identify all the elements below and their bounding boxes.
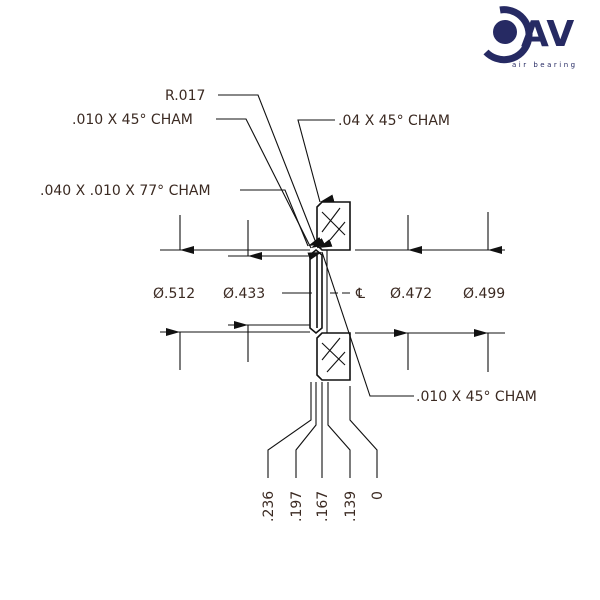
dim-diameter-433: Ø.433 — [223, 286, 265, 302]
callout-cham-bottom: .010 X 45° CHAM — [416, 389, 537, 405]
callout-cham-top-left: .010 X 45° CHAM — [72, 112, 193, 128]
axial-dim-labels: .236 .197 .167 .139 0 — [261, 491, 386, 522]
callout-cham-top-right: .04 X 45° CHAM — [338, 113, 450, 129]
leader-radius — [218, 94, 333, 249]
callout-cham-77: .040 X .010 X 77° CHAM — [40, 183, 211, 199]
axial-dim-0: 0 — [370, 491, 386, 500]
bottom-ring-section — [316, 332, 351, 381]
leader-cham-top-right — [297, 119, 335, 203]
logo-subtitle: air bearing — [512, 61, 578, 69]
part-section — [309, 201, 351, 381]
axial-dim-167: .167 — [315, 491, 331, 522]
company-logo: AV air bearing — [483, 6, 578, 69]
dim-diameter-512: Ø.512 — [153, 286, 195, 302]
leader-cham-bottom — [307, 251, 414, 397]
bore-section — [309, 248, 323, 335]
dim-diameter-499: Ø.499 — [463, 286, 505, 302]
top-hatch — [321, 207, 346, 241]
leader-cham-top-left — [216, 118, 326, 249]
diameter-dims-left — [160, 215, 312, 370]
logo-dot — [493, 20, 517, 44]
callout-radius: R.017 — [165, 88, 205, 104]
logo-text: AV — [521, 14, 574, 55]
centerline-symbol: ℄ — [355, 286, 365, 302]
top-ring-section — [316, 201, 351, 251]
axial-extension-lines — [267, 382, 378, 478]
dim-diameter-472: Ø.472 — [390, 286, 432, 302]
axial-dim-139: .139 — [343, 491, 359, 522]
leader-cham-77 — [240, 189, 323, 247]
axial-dim-197: .197 — [289, 491, 305, 522]
axial-dim-236: .236 — [261, 491, 277, 522]
diameter-dims-right — [355, 212, 505, 372]
bottom-hatch — [321, 337, 346, 373]
logo-swoosh — [483, 6, 533, 64]
